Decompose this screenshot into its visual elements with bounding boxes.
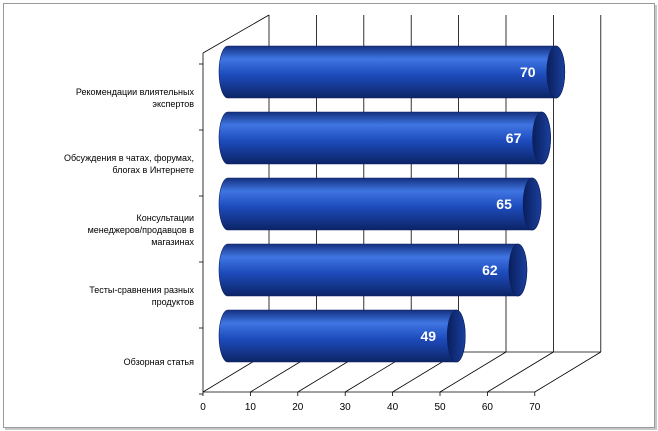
bar xyxy=(218,243,528,297)
category-label-line: блогах в Интернете xyxy=(112,165,194,175)
x-tick-label: 40 xyxy=(387,402,399,413)
labels: 0 10 20 30 40 50 60 70 70 67 65 62 49 Рекомендации вл… xyxy=(64,64,541,413)
category-label-line: менеджеров/продавцов в xyxy=(88,225,195,235)
category-label-line: Обзорная статья xyxy=(124,357,194,367)
gridline-depth xyxy=(487,351,554,393)
category-label-line: продуктов xyxy=(152,297,195,307)
category-label-line: Тесты-сравнения разных xyxy=(89,285,194,295)
category-label: Тесты-сравнения разных продуктов xyxy=(89,285,194,307)
bar-cap xyxy=(508,243,528,297)
category-label-line: Обсуждения в чатах, форумах, xyxy=(64,153,194,163)
bar xyxy=(218,45,566,99)
category-label: Рекомендации влиятельных экспертов xyxy=(76,87,195,109)
x-tick-label: 10 xyxy=(245,402,257,413)
left-wall-top xyxy=(202,14,270,54)
data-label: 65 xyxy=(496,196,512,212)
gridline-depth xyxy=(439,351,507,393)
x-tick-label: 30 xyxy=(340,402,352,413)
category-label-line: экспертов xyxy=(152,99,194,109)
category-label: Консультации менеджеров/продавцов в магази… xyxy=(88,213,195,247)
category-label: Обзорная статья xyxy=(124,357,194,367)
bar-cap xyxy=(532,111,551,165)
bar-cap xyxy=(446,309,466,363)
category-label-line: Рекомендации влиятельных xyxy=(76,87,195,97)
data-label: 62 xyxy=(482,262,498,278)
bar xyxy=(218,111,551,165)
x-tick-label: 20 xyxy=(292,402,304,413)
bar-cap xyxy=(522,177,542,231)
bars xyxy=(218,45,566,363)
data-label: 70 xyxy=(520,64,536,80)
x-tick-label: 50 xyxy=(434,402,446,413)
bar-cap xyxy=(546,45,566,99)
x-tick-label: 0 xyxy=(200,402,206,413)
category-label-line: Консультации xyxy=(137,213,195,223)
data-label: 67 xyxy=(506,130,522,146)
bar xyxy=(218,177,542,231)
x-tick-label: 70 xyxy=(529,402,541,413)
category-label-line: магазинах xyxy=(151,237,194,247)
x-tick-label: 60 xyxy=(482,402,494,413)
data-label: 49 xyxy=(420,328,436,344)
category-label: Обсуждения в чатах, форумах, блогах в Инт… xyxy=(64,153,194,175)
gridline-depth xyxy=(534,351,602,393)
